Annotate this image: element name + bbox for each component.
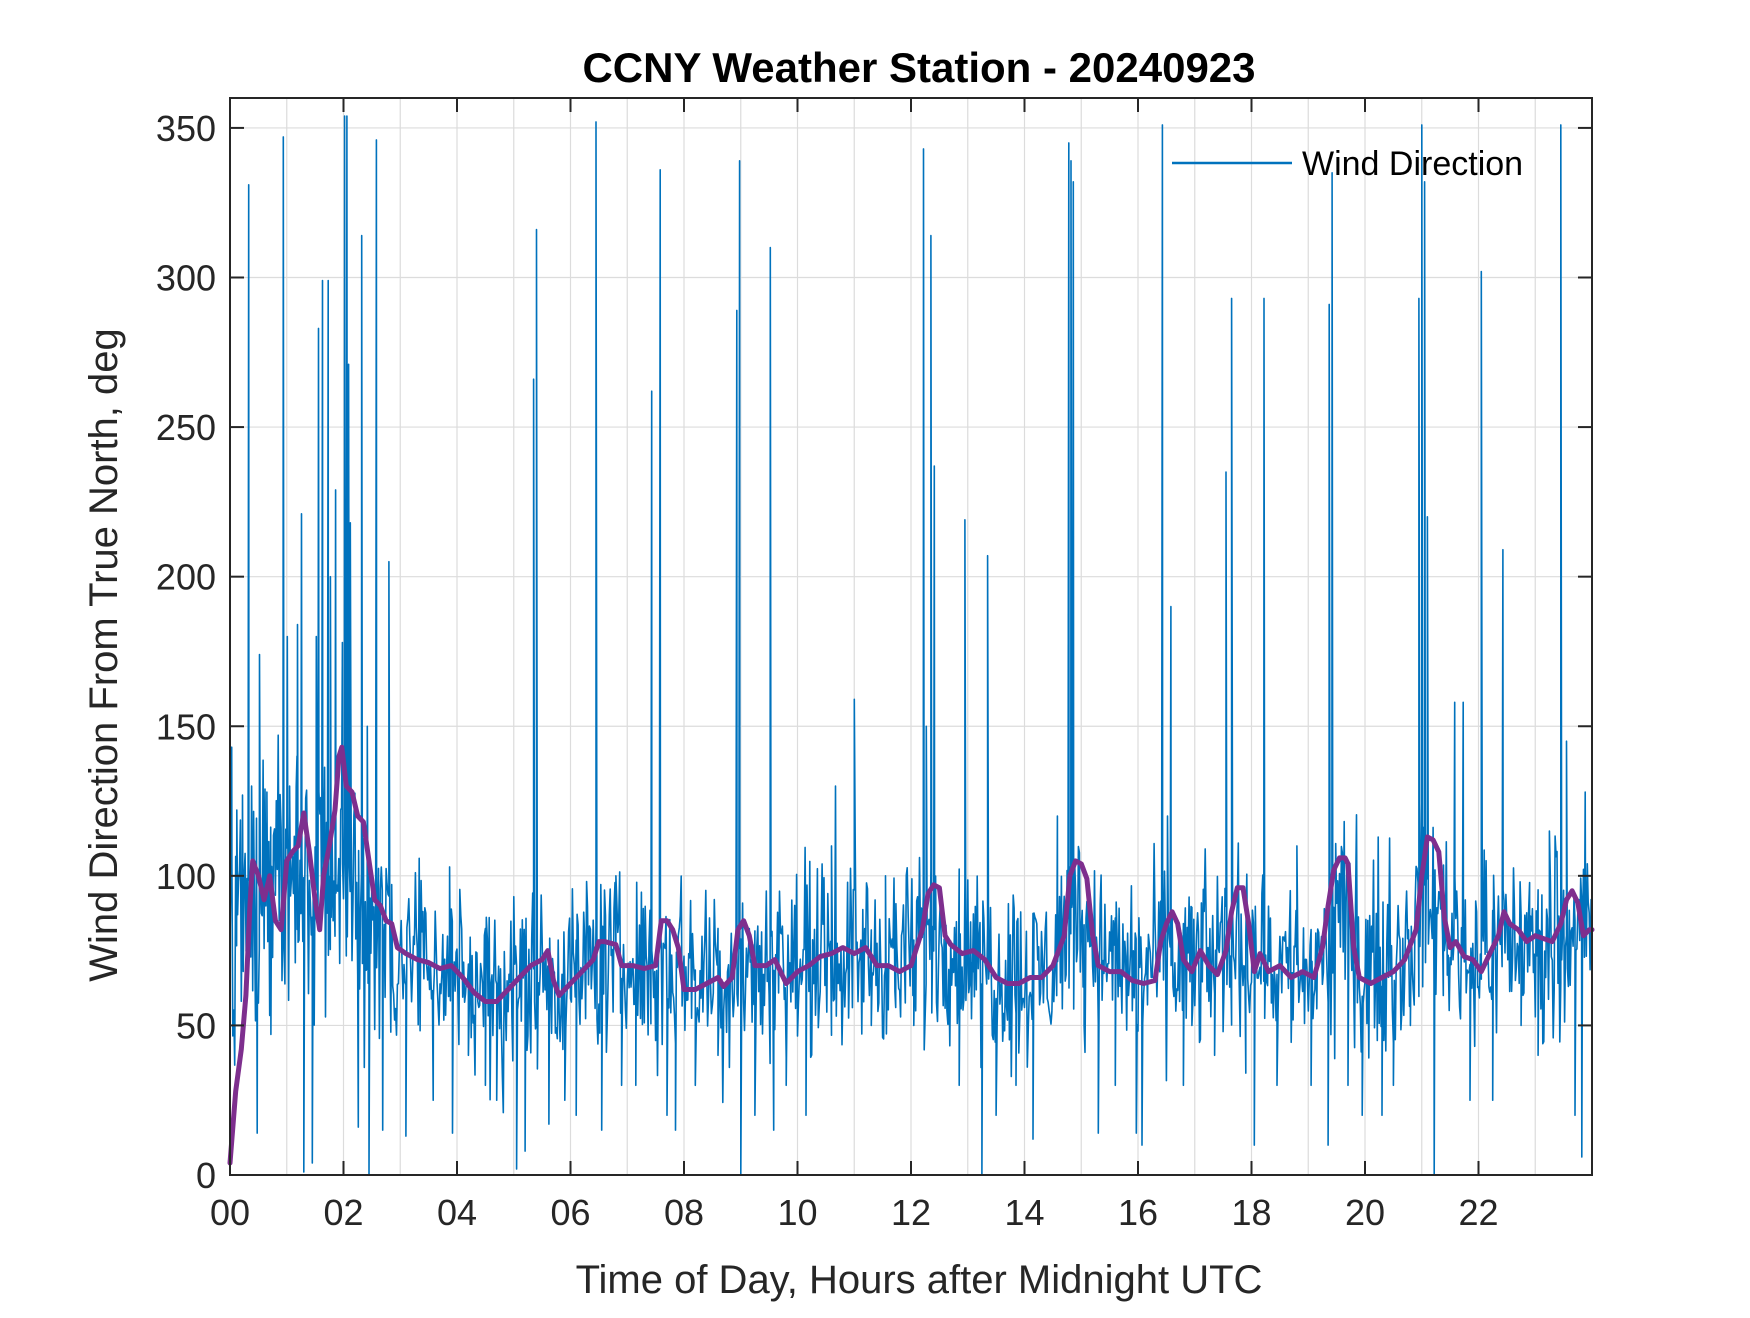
- y-axis-label: Wind Direction From True North, deg: [82, 328, 126, 982]
- y-tick-label: 100: [156, 856, 216, 897]
- y-tick-label: 200: [156, 557, 216, 598]
- x-tick-label: 02: [323, 1192, 363, 1233]
- x-tick-label: 12: [891, 1192, 931, 1233]
- y-tick-label: 350: [156, 108, 216, 149]
- x-axis-label: Time of Day, Hours after Midnight UTC: [576, 1258, 1263, 1302]
- plot-layer: [227, 115, 1595, 1176]
- tick-layer: 00 02 04 06 08 10 12 14 16 18 20 22 0 50 100 150 200 250 3…: [156, 98, 1592, 1233]
- x-tick-label: 04: [437, 1192, 477, 1233]
- x-tick-label: 10: [777, 1192, 817, 1233]
- y-tick-label: 250: [156, 407, 216, 448]
- x-tick-label: 08: [664, 1192, 704, 1233]
- x-tick-label: 00: [210, 1192, 250, 1233]
- x-tick-label: 14: [1004, 1192, 1044, 1233]
- x-tick-label: 16: [1118, 1192, 1158, 1233]
- x-tick-label: 06: [550, 1192, 590, 1233]
- y-tick-label: 50: [176, 1005, 216, 1046]
- series-line-wind-direction: [229, 115, 1593, 1176]
- y-tick-label: 0: [196, 1155, 216, 1196]
- x-tick-label: 20: [1345, 1192, 1385, 1233]
- x-tick-label: 22: [1458, 1192, 1498, 1233]
- y-tick-label: 300: [156, 258, 216, 299]
- legend-label-wind-direction: Wind Direction: [1302, 145, 1523, 183]
- x-tick-label: 18: [1231, 1192, 1271, 1233]
- series-line-running-mean: [227, 744, 1595, 1166]
- chart-title: CCNY Weather Station - 20240923: [582, 44, 1255, 91]
- legend[interactable]: Wind Direction: [1172, 145, 1523, 183]
- y-tick-label: 150: [156, 706, 216, 747]
